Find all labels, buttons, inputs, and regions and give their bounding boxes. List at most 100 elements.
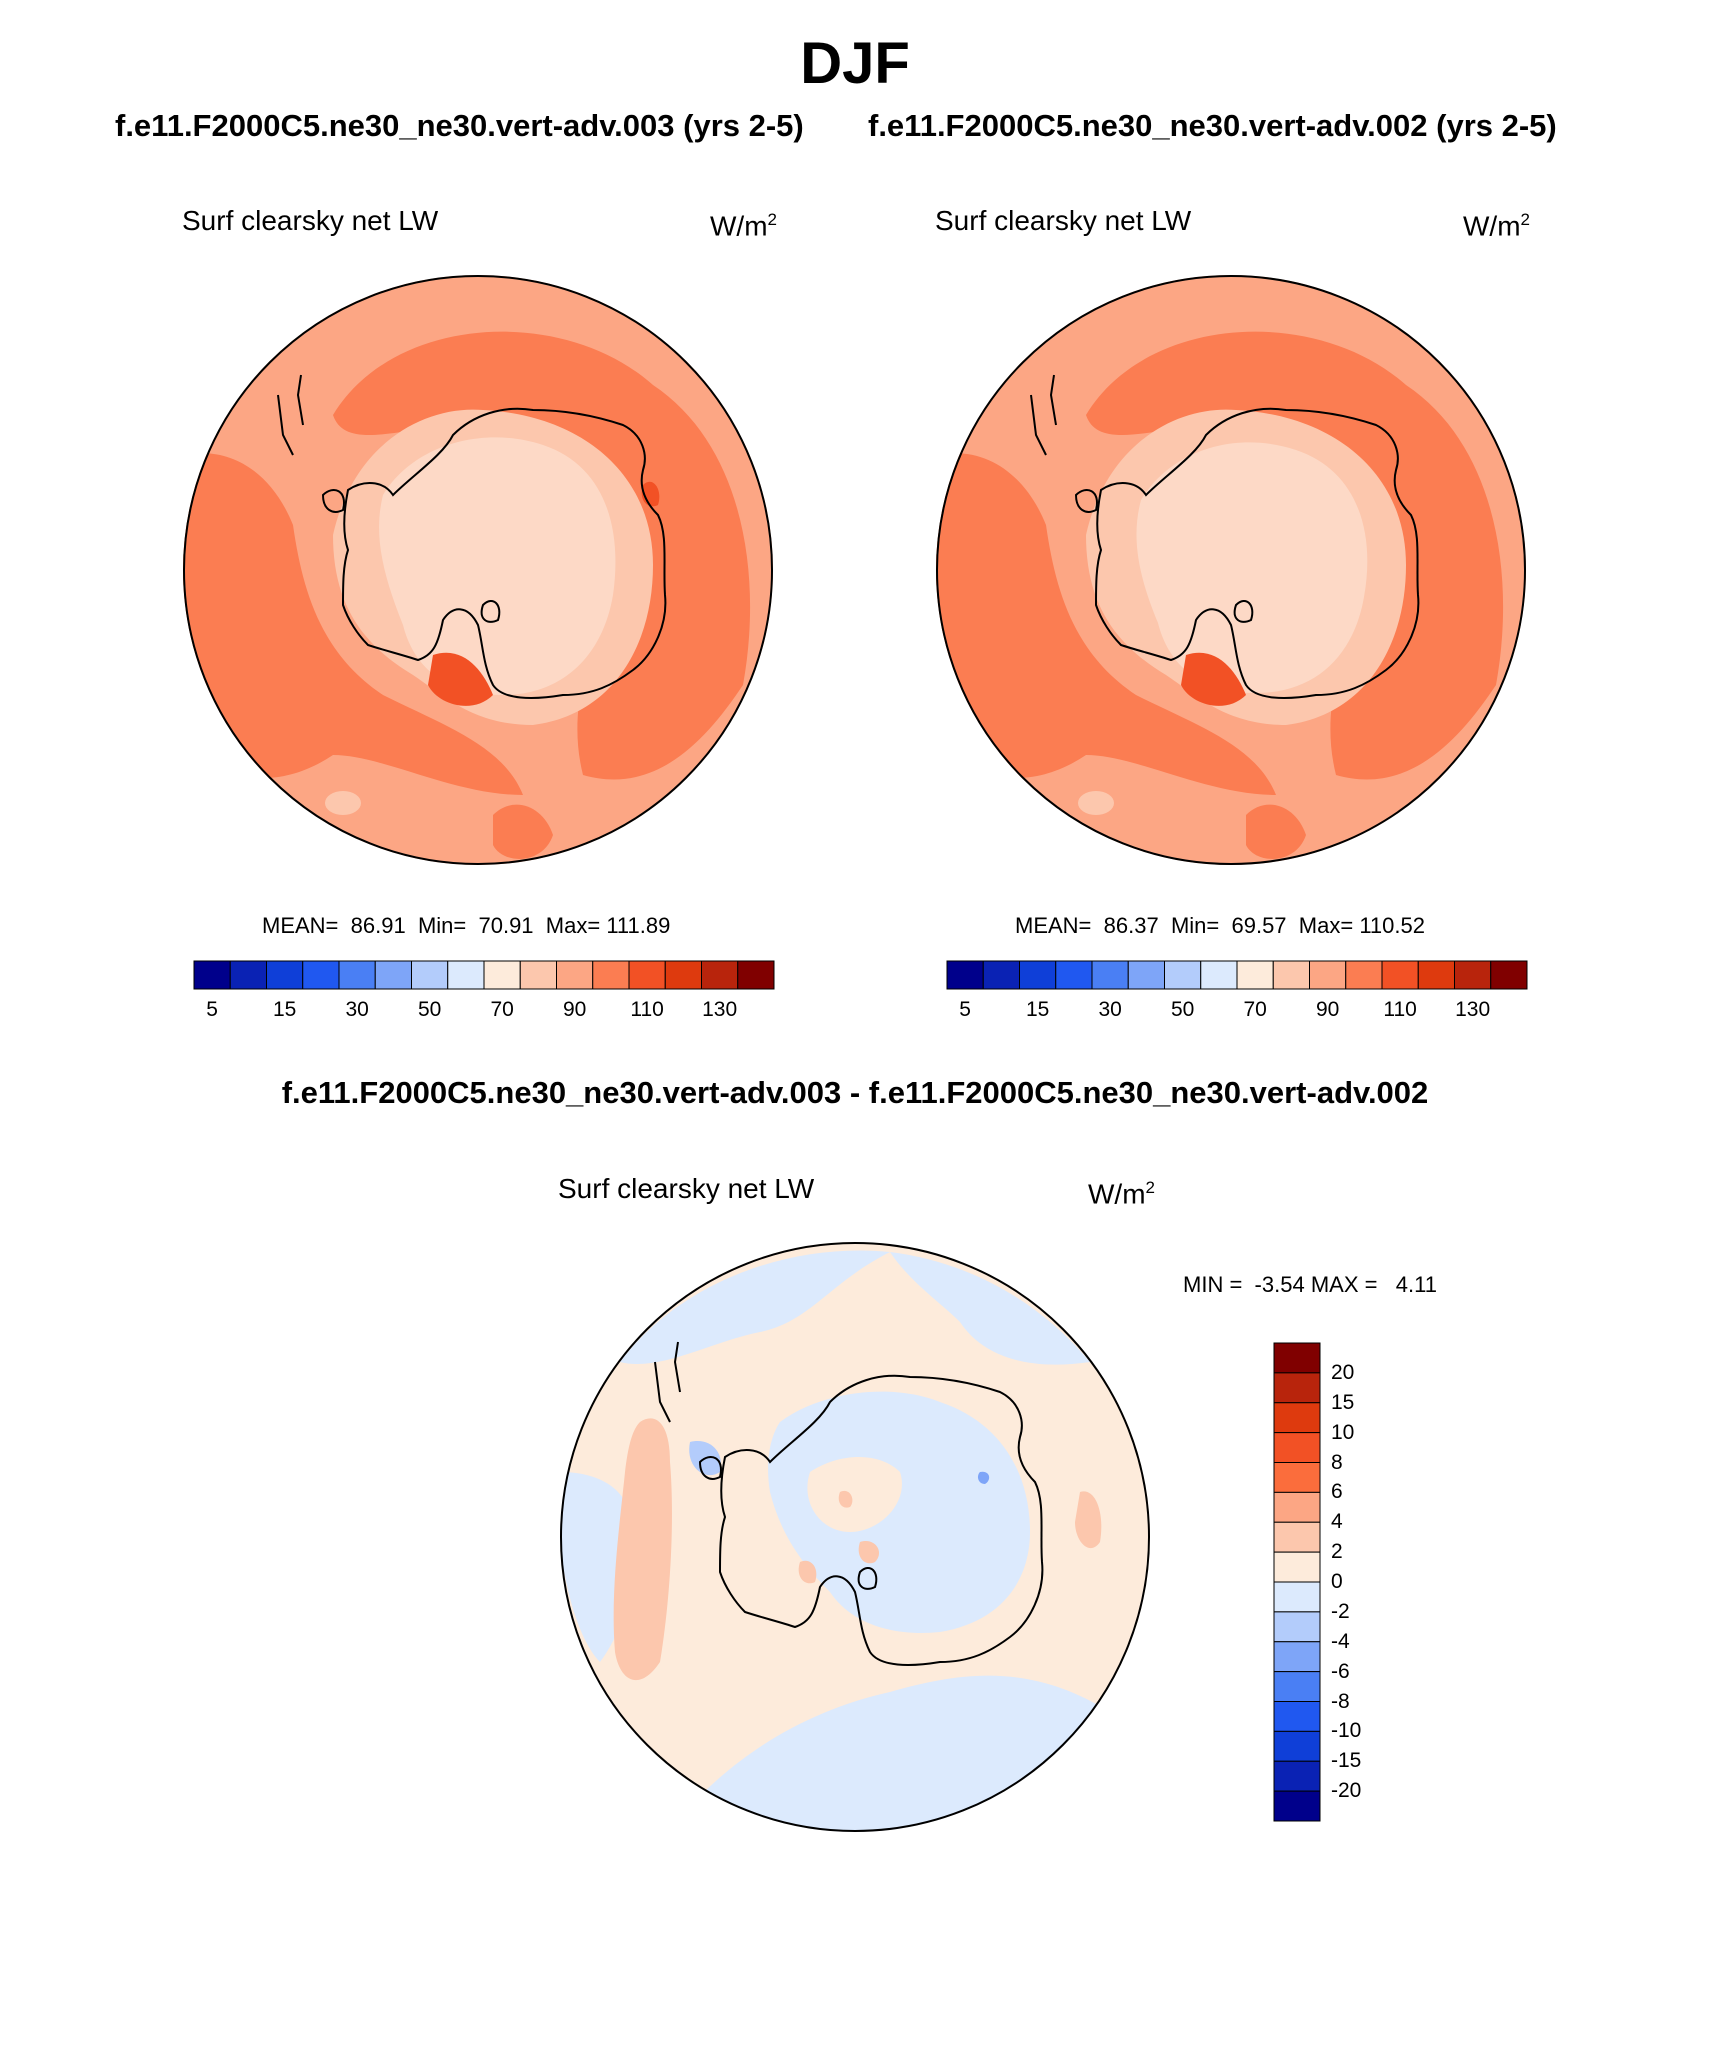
- colorbar-swatch: [1273, 1432, 1321, 1463]
- coastline: [341, 407, 667, 699]
- left-colorbar: [193, 960, 775, 990]
- difference-title: f.e11.F2000C5.ne30_ne30.vert-adv.003 - f…: [281, 1075, 1429, 1110]
- left-polar-map: [183, 275, 773, 865]
- colorbar-swatch: [1273, 1760, 1321, 1792]
- colorbar-tick-label: 90: [1315, 998, 1340, 1021]
- coastline: [1030, 374, 1057, 456]
- colorbar-swatch: [1273, 1372, 1321, 1404]
- right-polar-map: [936, 275, 1526, 865]
- right-unit-label: W/m2: [1463, 210, 1530, 242]
- left-stats: MEAN= 86.91 Min= 70.91 Max= 111.89: [262, 913, 671, 938]
- colorbar-swatch: [1273, 1551, 1321, 1583]
- colorbar-swatch: [1345, 960, 1383, 990]
- coastline: [1233, 600, 1254, 623]
- colorbar-tick-label: 4: [1331, 1510, 1343, 1534]
- colorbar-tick-label: 110: [1383, 998, 1417, 1021]
- diff-colorbar: [1273, 1342, 1321, 1822]
- right-stats: MEAN= 86.37 Min= 69.57 Max= 110.52: [1015, 913, 1425, 938]
- main-title: DJF: [800, 31, 910, 96]
- coastline: [1094, 407, 1420, 699]
- colorbar-swatch: [946, 960, 984, 990]
- coastline: [321, 489, 345, 513]
- right-variable-label: Surf clearsky net LW: [935, 205, 1192, 236]
- colorbar-tick-label: -6: [1331, 1659, 1350, 1683]
- colorbar-swatch: [1055, 960, 1093, 990]
- diff-polar-map: [560, 1242, 1150, 1832]
- map-region: [838, 1490, 853, 1508]
- colorbar-tick-label: 110: [630, 998, 664, 1021]
- colorbar-swatch: [1309, 960, 1347, 990]
- colorbar-swatch: [1236, 960, 1274, 990]
- colorbar-swatch: [302, 960, 340, 990]
- colorbar-swatch: [1273, 1641, 1321, 1673]
- colorbar-swatch: [556, 960, 594, 990]
- colorbar-swatch: [664, 960, 702, 990]
- colorbar-swatch: [1091, 960, 1129, 990]
- colorbar-swatch: [1381, 960, 1419, 990]
- map-region: [493, 804, 553, 859]
- colorbar-swatch: [338, 960, 376, 990]
- colorbar-swatch: [1273, 1730, 1321, 1762]
- colorbar-swatch: [1200, 960, 1238, 990]
- colorbar-swatch: [1127, 960, 1165, 990]
- colorbar-swatch: [1490, 960, 1528, 990]
- left-unit-label: W/m2: [710, 210, 777, 242]
- colorbar-swatch: [193, 960, 231, 990]
- colorbar-swatch: [1273, 1671, 1321, 1702]
- colorbar-swatch: [266, 960, 304, 990]
- left-variable-label: Surf clearsky net LW: [182, 205, 439, 236]
- colorbar-tick-label: -15: [1331, 1749, 1362, 1773]
- colorbar-swatch: [628, 960, 666, 990]
- map-region: [613, 1418, 672, 1681]
- map-region: [858, 1541, 880, 1564]
- colorbar-swatch: [1273, 1581, 1321, 1613]
- diff-variable-label: Surf clearsky net LW: [558, 1173, 815, 1204]
- colorbar-swatch: [701, 960, 739, 990]
- colorbar-swatch: [1273, 1521, 1321, 1553]
- map-region: [807, 1457, 902, 1532]
- colorbar-swatch: [592, 960, 630, 990]
- colorbar-swatch: [1454, 960, 1492, 990]
- colorbar-tick-label: -10: [1331, 1719, 1362, 1743]
- map-region: [890, 1252, 1090, 1365]
- colorbar-tick-label: -2: [1331, 1599, 1350, 1623]
- colorbar-tick-label: 15: [1331, 1390, 1355, 1414]
- colorbar-swatch: [1272, 960, 1310, 990]
- map-region: [1078, 791, 1114, 815]
- map-region: [977, 1471, 990, 1484]
- colorbar-tick-label: 2: [1331, 1540, 1343, 1564]
- coastline: [277, 374, 304, 456]
- coastline: [718, 1374, 1044, 1666]
- map-region: [1181, 652, 1246, 706]
- colorbar-tick-label: 8: [1331, 1450, 1343, 1474]
- colorbar-tick-label: 30: [1098, 998, 1122, 1021]
- map-region: [1075, 1491, 1102, 1549]
- colorbar-tick-label: 70: [490, 998, 514, 1021]
- colorbar-tick-label: 130: [702, 998, 738, 1021]
- map-region: [325, 791, 361, 815]
- colorbar-tick-label: 50: [1170, 998, 1195, 1021]
- colorbar-tick-label: -4: [1331, 1629, 1350, 1653]
- map-region: [428, 652, 493, 706]
- colorbar-tick-label: 10: [1331, 1420, 1355, 1444]
- colorbar-swatch: [1019, 960, 1057, 990]
- map-region: [798, 1560, 817, 1584]
- colorbar-tick-label: 5: [206, 998, 218, 1021]
- colorbar-swatch: [1273, 1701, 1321, 1732]
- colorbar-swatch: [411, 960, 449, 990]
- colorbar-swatch: [1273, 1790, 1321, 1822]
- colorbar-swatch: [374, 960, 412, 990]
- case-right-title: f.e11.F2000C5.ne30_ne30.vert-adv.002 (yr…: [868, 108, 1557, 143]
- colorbar-swatch: [1273, 1611, 1321, 1643]
- colorbar-tick-label: 30: [345, 998, 369, 1021]
- colorbar-tick-label: 15: [272, 998, 297, 1021]
- colorbar-swatch: [982, 960, 1020, 990]
- colorbar-swatch: [1417, 960, 1455, 990]
- coastline: [698, 1456, 722, 1480]
- case-left-title: f.e11.F2000C5.ne30_ne30.vert-adv.003 (yr…: [115, 108, 804, 143]
- colorbar-swatch: [1164, 960, 1202, 990]
- colorbar-tick-label: 50: [417, 998, 442, 1021]
- right-colorbar: [946, 960, 1528, 990]
- colorbar-swatch: [519, 960, 557, 990]
- map-region: [936, 453, 1276, 795]
